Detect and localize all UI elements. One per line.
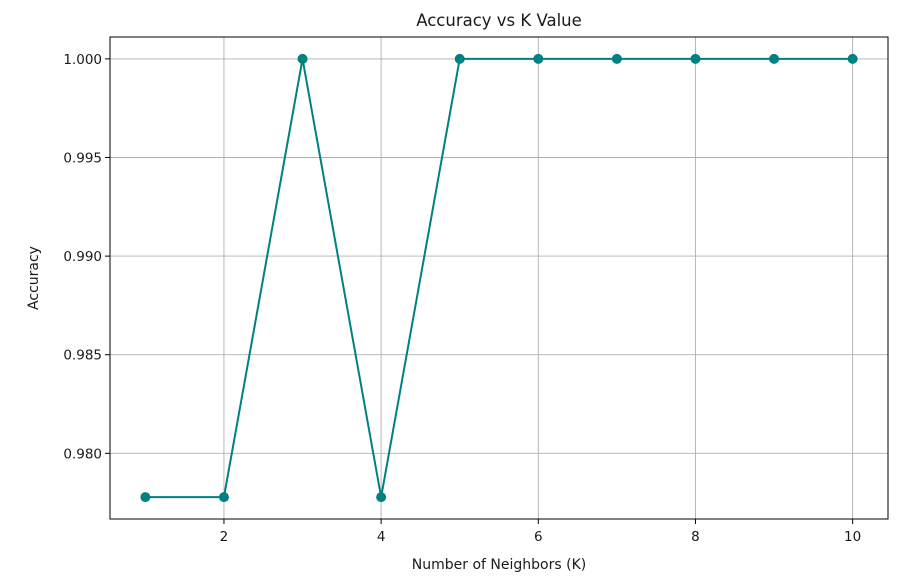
series-layer xyxy=(140,53,858,503)
y-tick-label: 0.985 xyxy=(63,348,102,364)
data-point xyxy=(376,492,387,503)
x-tick-label: 6 xyxy=(534,529,543,545)
data-point xyxy=(297,53,308,64)
y-tick-label: 0.990 xyxy=(63,249,102,265)
data-point xyxy=(847,53,858,64)
chart-title: Accuracy vs K Value xyxy=(416,11,582,30)
y-tick-label: 0.980 xyxy=(63,446,102,462)
data-point xyxy=(533,53,544,64)
data-point xyxy=(611,53,622,64)
y-ticks: 0.980 0.985 0.990 0.995 1.000 xyxy=(63,52,110,462)
x-tick-label: 2 xyxy=(220,529,229,545)
x-tick-label: 8 xyxy=(691,529,700,545)
y-axis-label: Accuracy xyxy=(26,246,42,310)
data-point xyxy=(140,492,151,503)
series-line xyxy=(145,57,853,499)
x-tick-label: 10 xyxy=(844,529,861,545)
plot-frame xyxy=(109,36,889,520)
data-point xyxy=(454,53,465,64)
y-tick-label: 1.000 xyxy=(63,52,102,68)
data-point xyxy=(690,53,701,64)
y-tick-label: 0.995 xyxy=(63,151,102,167)
x-tick-label: 4 xyxy=(377,529,386,545)
x-ticks: 2 4 6 8 10 xyxy=(220,519,861,545)
data-point xyxy=(769,53,780,64)
data-point xyxy=(218,492,229,503)
x-axis-label: Number of Neighbors (K) xyxy=(412,557,586,573)
